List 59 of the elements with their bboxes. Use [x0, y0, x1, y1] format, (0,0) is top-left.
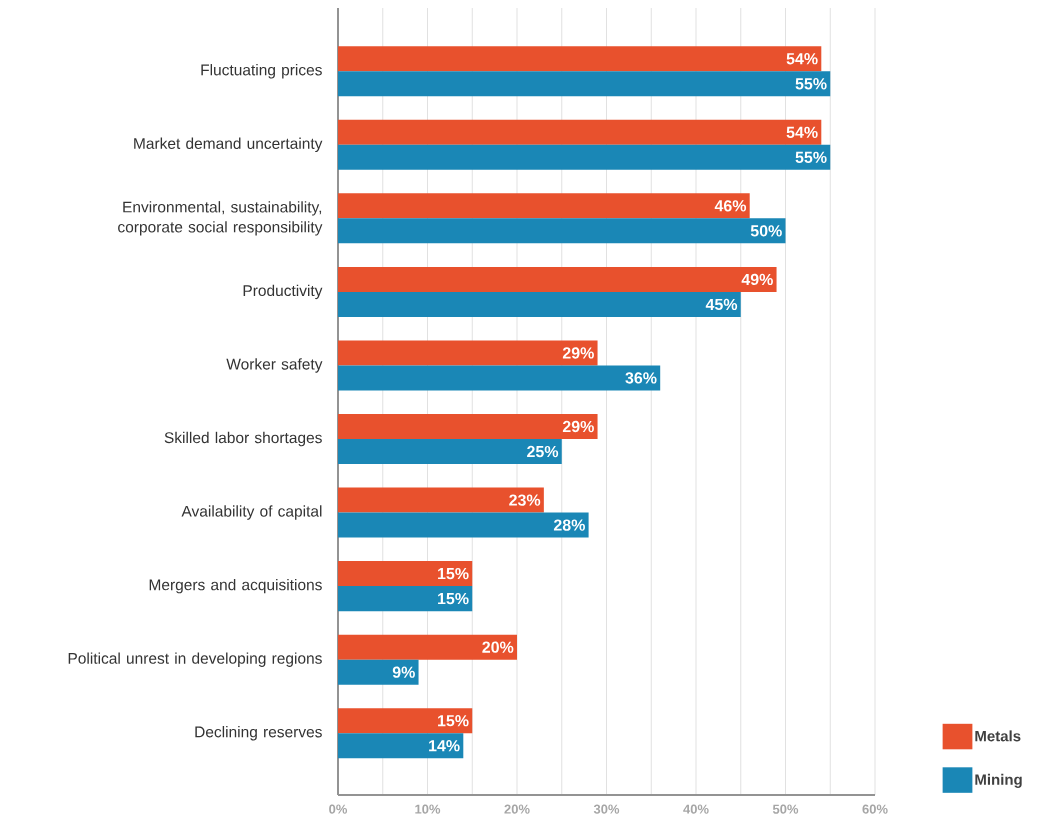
data-label: 14% — [429, 740, 460, 752]
data-label: 9% — [392, 666, 415, 678]
data-label: 46% — [714, 200, 747, 212]
legend-label: Mining — [975, 773, 1022, 788]
bar — [338, 193, 750, 219]
y-tick-label: Productivity — [243, 284, 323, 300]
bar — [338, 439, 562, 465]
data-label: 23% — [509, 494, 541, 506]
bar — [338, 144, 831, 170]
y-tick-label: Environmental, sustainability, corporate social responsibility — [118, 201, 323, 236]
data-label: 45% — [705, 298, 738, 311]
y-tick-label: Political unrest in developing regions — [68, 652, 322, 667]
y-tick-label: Market demand uncertainty — [134, 137, 323, 153]
x-tick-label: 20% — [504, 804, 530, 814]
data-label: 29% — [562, 347, 594, 359]
bar — [338, 340, 598, 366]
data-label: 29% — [562, 420, 594, 433]
y-tick-label: Mergers and acquisitions — [149, 578, 322, 594]
x-tick-label: 40% — [683, 804, 709, 814]
x-tick-label: 10% — [415, 804, 441, 814]
bar — [338, 733, 464, 759]
data-label: 54% — [786, 53, 818, 65]
data-label: 54% — [786, 126, 818, 138]
bar — [338, 586, 473, 612]
data-label: 15% — [438, 715, 469, 727]
bar — [338, 487, 544, 513]
y-tick-label: Worker safety — [226, 358, 323, 373]
x-tick-label: 50% — [772, 804, 799, 814]
bar — [338, 512, 589, 538]
y-tick-label: Skilled labor shortages — [164, 431, 322, 447]
bar — [338, 414, 598, 440]
data-label: 20% — [482, 641, 514, 653]
data-label: 49% — [741, 273, 773, 286]
x-tick-label: 60% — [862, 804, 888, 814]
data-label: 25% — [527, 445, 559, 458]
bar — [338, 634, 517, 660]
bar — [338, 266, 777, 292]
legend-label: Metals — [975, 730, 1021, 742]
bar — [338, 291, 741, 317]
y-tick-label: Fluctuating prices — [201, 64, 322, 79]
data-label: 55% — [795, 78, 827, 90]
bar — [338, 365, 661, 391]
data-label: 15% — [438, 567, 469, 580]
bar — [338, 46, 822, 72]
data-label: 36% — [625, 372, 657, 384]
bar — [338, 561, 473, 587]
bar — [338, 659, 419, 685]
bar — [338, 218, 786, 244]
x-tick-label: 0% — [329, 804, 348, 814]
bar — [338, 708, 473, 734]
y-tick-label: Declining reserves — [195, 726, 322, 741]
data-label: 28% — [553, 519, 585, 531]
data-label: 55% — [795, 151, 827, 163]
y-tick-label: Availability of capital — [181, 505, 322, 520]
bar — [338, 71, 831, 97]
data-label: 15% — [438, 592, 469, 605]
x-tick-label: 30% — [593, 804, 620, 814]
bar — [338, 119, 822, 145]
data-label: 50% — [750, 225, 782, 237]
